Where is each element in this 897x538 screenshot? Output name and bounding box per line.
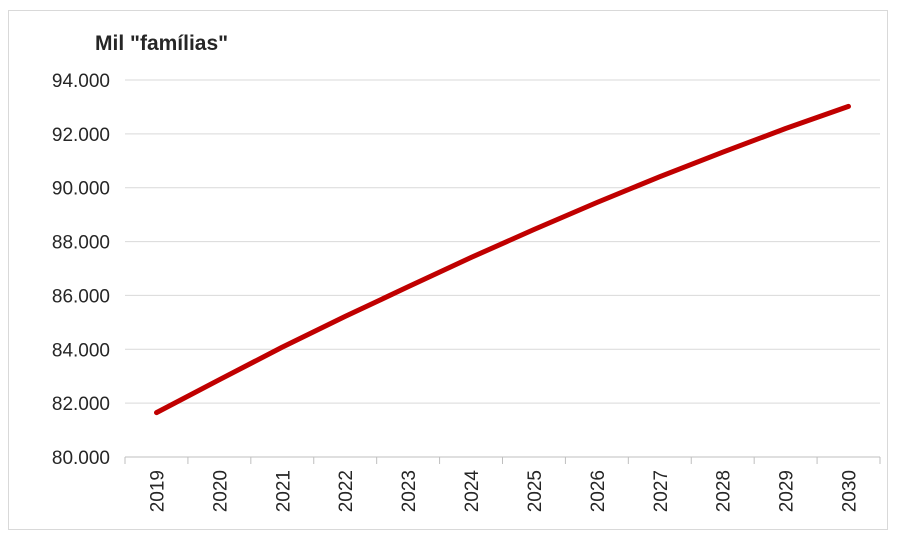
y-tick-label: 80.000 (52, 448, 110, 469)
x-tick-label: 2030 (840, 470, 861, 512)
x-tick-label: 2022 (336, 470, 357, 512)
x-tick-label: 2028 (714, 470, 735, 512)
x-tick-label: 2021 (273, 470, 294, 512)
x-tick-label: 2019 (147, 470, 168, 512)
y-tick-label: 82.000 (52, 394, 110, 415)
y-tick-label: 90.000 (52, 179, 110, 200)
x-axis-tick-labels: 2019 2020 2021 2022 2023 2024 2025 2026 2027 2028… (147, 470, 860, 513)
series-line (154, 103, 851, 416)
y-tick-label: 86.000 (52, 286, 110, 307)
y-axis-tick-labels: 80.000 82.000 84.000 86.000 88.000 90.000 92.0… (52, 71, 110, 469)
x-tick-label: 2026 (588, 470, 609, 512)
x-tick-label: 2023 (399, 470, 420, 512)
x-axis (124, 456, 881, 464)
x-tick-label: 2027 (651, 470, 672, 512)
x-tick-label: 2025 (525, 470, 546, 512)
y-tick-label: 84.000 (52, 340, 110, 361)
y-tick-label: 92.000 (52, 125, 110, 146)
y-tick-label: 88.000 (52, 233, 110, 254)
x-tick-label: 2029 (777, 470, 798, 512)
x-tick-label: 2020 (210, 470, 231, 512)
gridlines (125, 79, 880, 404)
y-tick-label: 94.000 (52, 71, 110, 92)
series-layer (154, 103, 851, 416)
x-tick-label: 2024 (462, 470, 483, 513)
chart-unit-label: Mil "famílias" (95, 32, 229, 55)
